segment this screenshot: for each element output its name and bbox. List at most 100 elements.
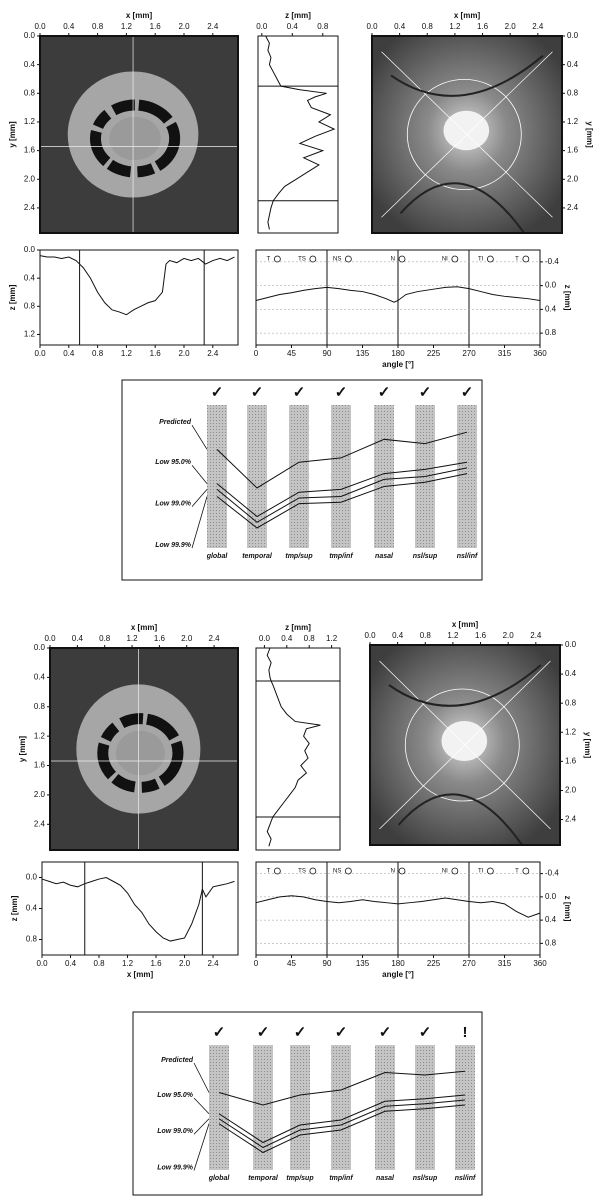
classification-symbol: ✓ (293, 384, 306, 401)
sector-icon (399, 868, 405, 874)
sector-bar (247, 405, 267, 548)
y-tick-label: 0.4 (545, 915, 557, 924)
sector-icon (399, 256, 405, 262)
plot-frame (42, 862, 238, 955)
sector-label: NS (333, 869, 341, 875)
y-tick-label: 1.2 (567, 117, 579, 126)
y-tick-label: 0.8 (34, 702, 46, 711)
x-tick-label: 0.8 (422, 22, 434, 31)
sector-label: NI (442, 257, 448, 263)
y-tick-label: 1.2 (34, 731, 46, 740)
sector-bar (207, 405, 227, 548)
x-tick-label: 270 (462, 349, 476, 358)
row-label: Low 95.0% (157, 1092, 194, 1099)
sector-icon (452, 868, 458, 874)
y-axis-label: z [mm] (10, 895, 19, 921)
y-tick-label: 1.6 (565, 756, 577, 765)
y-tick-label: 2.0 (565, 786, 577, 795)
x-axis-label: z [mm] (285, 11, 311, 20)
y-tick-label: 1.2 (24, 117, 36, 126)
y-tick-label: 0.4 (565, 669, 577, 678)
x-tick-label: 0.4 (287, 22, 299, 31)
category-label: temporal (242, 553, 273, 560)
category-label: nasal (376, 1175, 395, 1182)
x-tick-label: 2.0 (181, 634, 193, 643)
x-tick-label: 2.0 (178, 22, 190, 31)
sector-icon (523, 256, 529, 262)
y-tick-label: 2.0 (24, 174, 36, 183)
y-tick-label: 0.0 (34, 643, 46, 652)
category-label: tmp/inf (329, 553, 353, 560)
x-tick-label: 225 (427, 959, 441, 968)
classification-symbol: ✓ (378, 384, 391, 401)
classification-symbol: ✓ (419, 1024, 432, 1041)
x-tick-label: 0.4 (72, 634, 84, 643)
x-tick-label: 0.0 (36, 959, 48, 968)
x-tick-label: 0.4 (392, 631, 404, 640)
category-label: nsl/inf (457, 553, 478, 560)
x-tick-label: 0 (254, 349, 259, 358)
y-tick-label: 1.6 (34, 761, 46, 770)
y-axis-label: y [mm] (585, 121, 594, 148)
x-tick-label: 0.8 (93, 959, 105, 968)
y-axis-label: y [mm] (18, 736, 27, 763)
x-tick-label: 45 (287, 349, 296, 358)
category-label: global (208, 1175, 231, 1182)
sector-icon (274, 256, 280, 262)
x-tick-label: 1.2 (447, 631, 459, 640)
row-label: Predicted (159, 419, 192, 426)
category-label: global (206, 553, 229, 560)
y-tick-label: 0.4 (24, 273, 36, 282)
x-tick-label: 0.4 (281, 634, 293, 643)
y-tick-label: 0.8 (24, 301, 36, 310)
category-label: temporal (248, 1175, 279, 1182)
x-tick-label: 1.2 (326, 634, 338, 643)
y-tick-label: 1.2 (24, 330, 36, 339)
sector-bar (253, 1045, 273, 1170)
x-tick-label: 2.0 (178, 349, 190, 358)
x-tick-label: 90 (323, 959, 332, 968)
x-tick-label: 0.8 (304, 634, 316, 643)
sector-bar (415, 1045, 435, 1170)
classification-symbol: ✓ (213, 1024, 226, 1041)
y-tick-label: 0.4 (26, 904, 38, 913)
sector-label: NI (442, 869, 448, 875)
category-label: tmp/inf (329, 1175, 353, 1182)
y-tick-label: 0.8 (545, 328, 557, 337)
x-tick-label: 0.0 (364, 631, 376, 640)
x-tick-label: 2.4 (209, 634, 221, 643)
sector-icon (452, 256, 458, 262)
plot-frame (256, 648, 340, 850)
x-tick-label: 0.8 (420, 631, 432, 640)
x-tick-label: 1.6 (150, 349, 162, 358)
y-tick-label: 0.4 (545, 304, 557, 313)
x-tick-label: 360 (533, 959, 547, 968)
sector-bar (331, 405, 351, 548)
sector-bar (375, 1045, 395, 1170)
y-tick-label: 2.4 (567, 203, 579, 212)
y-tick-label: 1.2 (565, 727, 577, 736)
figure: 0.0 0.4 0.8 1.2 1.6 2.0 2.4 x [mm] 0.0 0.4 0.8 1.2 1… (0, 0, 597, 1201)
x-tick-label: 2.4 (207, 22, 219, 31)
y-tick-label: 0.8 (545, 938, 557, 947)
x-axis-label: z [mm] (285, 623, 311, 632)
profile-line (42, 878, 234, 942)
x-axis-label: x [mm] (131, 623, 158, 632)
sector-bar (289, 405, 309, 548)
y-tick-label: 0.8 (567, 88, 579, 97)
y-tick-label: 0.8 (24, 88, 36, 97)
classification-symbol: ✓ (251, 384, 264, 401)
y-axis-label: z [mm] (563, 285, 572, 311)
classification-symbol: ✓ (461, 384, 474, 401)
classification-symbol: ✓ (211, 384, 224, 401)
x-tick-label: 1.2 (121, 22, 133, 31)
profile-line (40, 256, 234, 315)
sector-label: TS (298, 869, 306, 875)
x-axis-label: x [mm] (454, 11, 481, 20)
y-axis-label: y [mm] (583, 732, 592, 759)
x-tick-label: 0.0 (34, 349, 46, 358)
sector-icon (487, 256, 493, 262)
x-tick-label: 360 (533, 349, 547, 358)
x-tick-label: 2.0 (179, 959, 191, 968)
x-tick-label: 1.6 (150, 22, 162, 31)
